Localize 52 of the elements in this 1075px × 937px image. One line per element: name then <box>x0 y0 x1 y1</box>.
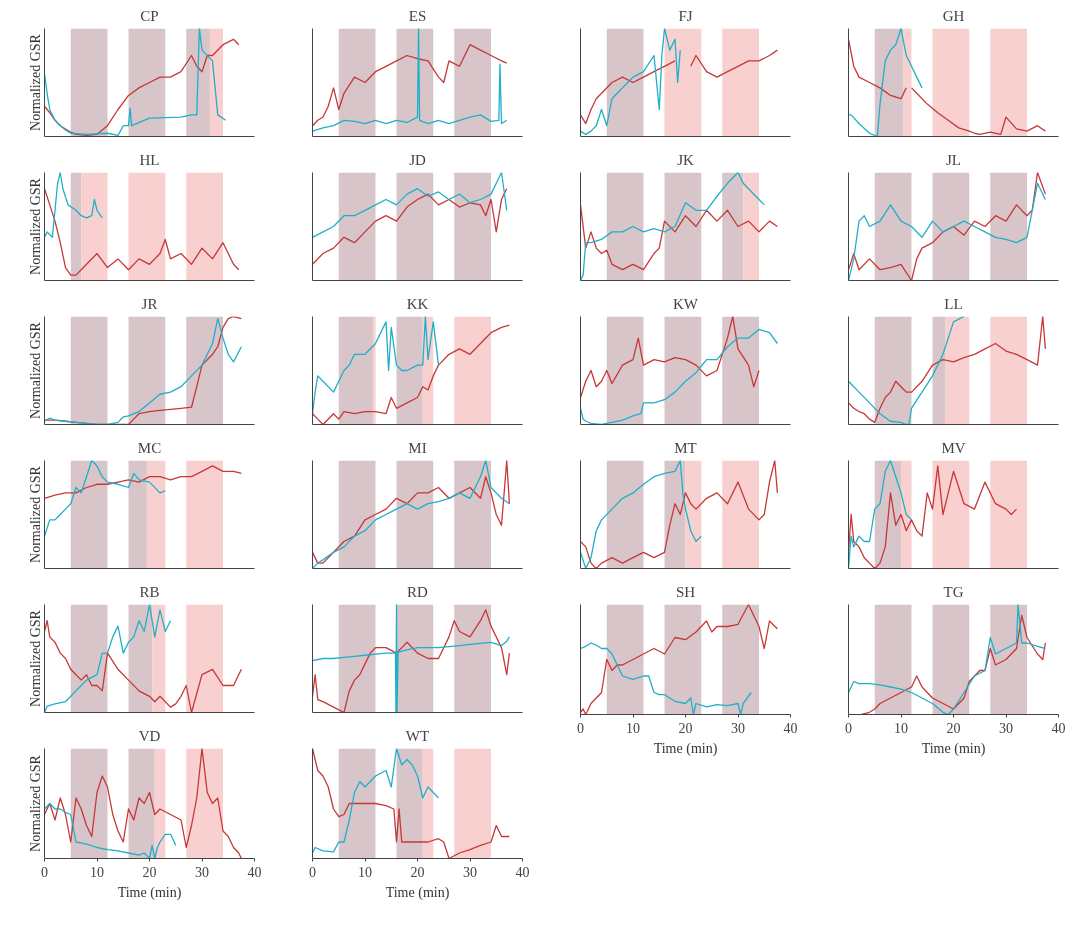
chart-title: CP <box>140 7 159 24</box>
chart-title: RB <box>139 583 160 600</box>
x-tick-label: 40 <box>1051 720 1066 736</box>
chart-title: KK <box>406 295 429 312</box>
chart-title: MI <box>408 439 427 456</box>
x-tick-label: 0 <box>845 720 852 736</box>
x-axis-title: Time (min) <box>653 740 718 757</box>
chart-title: JL <box>946 151 961 168</box>
chart-title: ES <box>408 7 427 24</box>
x-tick-label: 20 <box>142 864 157 880</box>
x-axis-title: Time (min) <box>117 884 182 901</box>
chart-title: TG <box>943 583 964 600</box>
x-tick-label: 20 <box>678 720 693 736</box>
chart-title: FJ <box>678 7 693 24</box>
x-tick-label: 10 <box>90 864 104 880</box>
y-axis-title: Normalized GSR <box>27 465 43 563</box>
chart-title: MV <box>941 439 966 456</box>
y-axis-title: Normalized GSR <box>27 177 43 275</box>
x-tick-label: 10 <box>626 720 640 736</box>
x-tick-label: 30 <box>731 720 745 736</box>
chart-title: HL <box>139 151 160 168</box>
chart-title: LL <box>944 295 963 312</box>
y-axis-title: Normalized GSR <box>27 754 43 852</box>
x-tick-label: 30 <box>195 864 209 880</box>
chart-title: JK <box>677 151 694 168</box>
x-axis-title: Time (min) <box>385 884 450 901</box>
chart-title: JR <box>141 295 158 312</box>
y-axis-title: Normalized GSR <box>27 33 43 131</box>
x-tick-label: 40 <box>783 720 798 736</box>
x-tick-label: 0 <box>577 720 584 736</box>
x-tick-label: 40 <box>247 864 262 880</box>
y-axis-title: Normalized GSR <box>27 609 43 707</box>
y-axis-title: Normalized GSR <box>27 321 43 419</box>
chart-title: WT <box>405 727 430 744</box>
chart-title: MT <box>674 439 697 456</box>
chart-title: SH <box>675 583 696 600</box>
x-tick-label: 40 <box>515 864 530 880</box>
chart-title: MC <box>137 439 162 456</box>
x-axis-title: Time (min) <box>921 740 986 757</box>
x-tick-label: 10 <box>358 864 372 880</box>
x-tick-label: 0 <box>309 864 316 880</box>
chart-title: JD <box>409 151 426 168</box>
chart-title: KW <box>673 295 699 312</box>
x-tick-label: 10 <box>894 720 908 736</box>
chart-title: RD <box>407 583 429 600</box>
x-tick-label: 20 <box>410 864 425 880</box>
x-tick-label: 30 <box>463 864 477 880</box>
x-tick-label: 20 <box>946 720 961 736</box>
x-tick-label: 0 <box>41 864 48 880</box>
x-tick-label: 30 <box>999 720 1013 736</box>
chart-title: GH <box>942 7 965 24</box>
chart-title: VD <box>138 727 161 744</box>
